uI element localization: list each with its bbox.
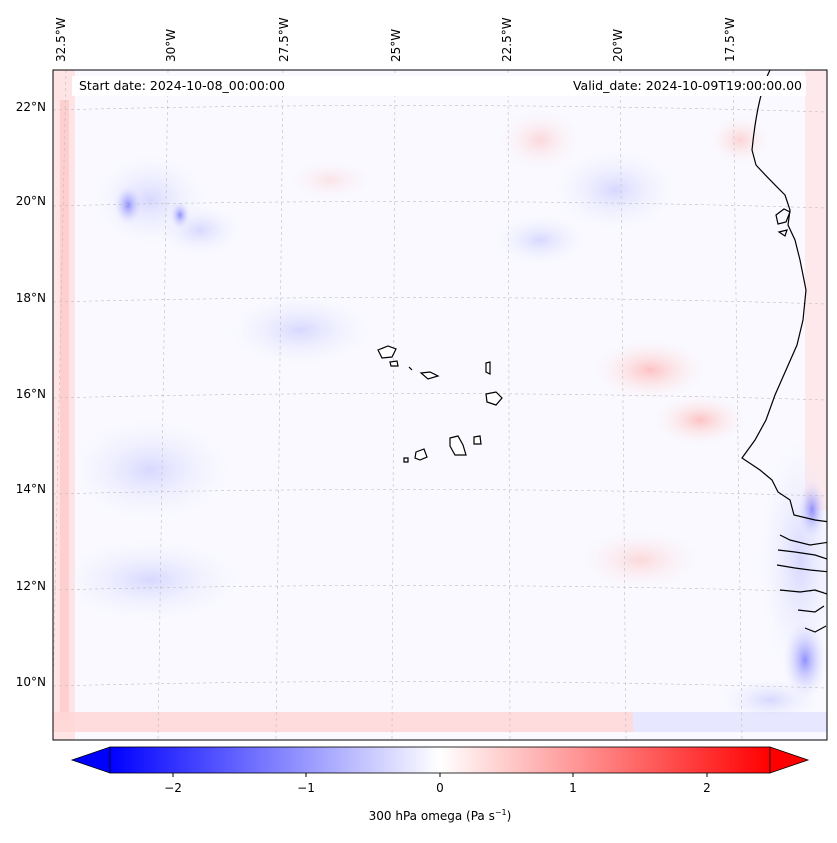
coastline bbox=[741, 70, 827, 633]
gridlines bbox=[53, 70, 827, 740]
colorbar-tick-label: 1 bbox=[569, 781, 577, 795]
colorbar-label: 300 hPa omega (Pa s−1) bbox=[0, 808, 837, 823]
lon-label-32.5w: 32.5°W bbox=[54, 17, 68, 62]
lat-label-10n: 10°N bbox=[15, 675, 46, 689]
colorbar-tick-label: 0 bbox=[436, 781, 444, 795]
lon-label-22.5w: 22.5°W bbox=[500, 17, 514, 62]
colorbar-tick-label: −1 bbox=[297, 781, 315, 795]
lat-label-18n: 18°N bbox=[15, 291, 46, 305]
lat-label-14n: 14°N bbox=[15, 482, 46, 496]
lon-label-25w: 25°W bbox=[389, 28, 403, 62]
lon-label-20w: 20°W bbox=[611, 28, 625, 62]
colorbar-label-end: ) bbox=[506, 809, 512, 823]
islands bbox=[377, 345, 503, 463]
colorbar-tick-label: −2 bbox=[164, 781, 182, 795]
colorbar-label-exponent: −1 bbox=[494, 808, 507, 817]
lon-label-17.5w: 17.5°W bbox=[723, 17, 737, 62]
lat-label-16n: 16°N bbox=[15, 387, 46, 401]
omega-field bbox=[53, 70, 827, 740]
colorbar bbox=[70, 746, 810, 777]
valid-date-text: Valid_date: 2024-10-09T19:00:00.00 bbox=[572, 78, 802, 93]
lon-label-27.5w: 27.5°W bbox=[277, 17, 291, 62]
lon-label-30w: 30°W bbox=[164, 28, 178, 62]
colorbar-tick-label: 2 bbox=[703, 781, 711, 795]
lat-label-12n: 12°N bbox=[15, 579, 46, 593]
start-date-text: Start date: 2024-10-08_00:00:00 bbox=[79, 78, 285, 93]
lat-label-20n: 20°N bbox=[15, 194, 46, 208]
date-header-bar bbox=[72, 76, 806, 96]
colorbar-label-text: 300 hPa omega (Pa s bbox=[368, 809, 495, 823]
lat-label-22n: 22°N bbox=[15, 100, 46, 114]
